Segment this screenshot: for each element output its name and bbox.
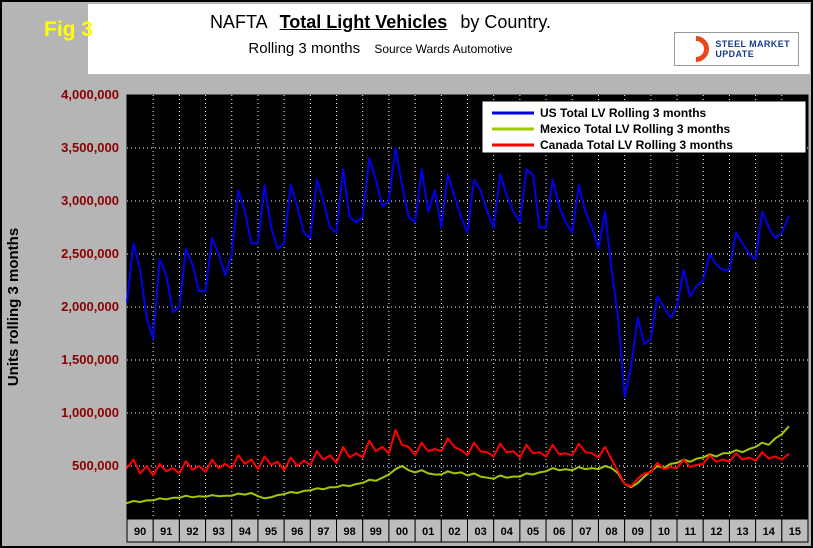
mexico-series-line <box>126 425 790 505</box>
legend <box>481 100 807 154</box>
x-tick-label: 95 <box>265 526 277 538</box>
x-tick-label: 13 <box>736 526 748 538</box>
x-tick-label: 05 <box>527 526 539 538</box>
x-tick-label: 91 <box>160 526 172 538</box>
x-tick-label: 11 <box>684 526 696 538</box>
legend-label: Canada Total LV Rolling 3 months <box>540 138 733 152</box>
canada-series-line <box>126 429 790 488</box>
smu-logo-icon <box>677 30 715 68</box>
smu-logo-text: STEEL MARKET UPDATE <box>715 39 790 60</box>
legend-label: Mexico Total LV Rolling 3 months <box>540 122 731 136</box>
title-main: Total Light Vehicles <box>279 12 448 32</box>
smu-logo-line2: UPDATE <box>715 49 755 59</box>
x-tick-label: 07 <box>579 526 591 538</box>
x-tick-label: 01 <box>422 526 434 538</box>
us-series-line <box>126 147 790 399</box>
x-tick-label: 04 <box>501 526 514 538</box>
x-tick-label: 92 <box>186 526 198 538</box>
title-prefix: NAFTA <box>209 12 267 32</box>
smu-logo: STEEL MARKET UPDATE <box>674 30 799 68</box>
subtitle-text: Rolling 3 months <box>248 40 361 57</box>
x-tick-label: 96 <box>291 526 303 538</box>
x-tick-label: 06 <box>553 526 565 538</box>
x-tick-label: 98 <box>344 526 356 538</box>
x-tick-label: 02 <box>448 526 460 538</box>
source-label: Source Wards Automotive <box>374 42 513 56</box>
x-tick-label: 90 <box>134 526 146 538</box>
y-tick-label: 3,500,000 <box>61 140 119 155</box>
x-tick-label: 00 <box>396 526 408 538</box>
y-tick-label: 2,000,000 <box>61 299 119 314</box>
y-tick-label: 1,500,000 <box>61 352 119 367</box>
x-tick-label: 12 <box>710 526 722 538</box>
figure-label: Fig 3 <box>44 18 94 41</box>
legend-label: US Total LV Rolling 3 months <box>540 106 707 120</box>
y-tick-label: 1,000,000 <box>61 405 119 420</box>
chart-titles: NAFTA Total Light Vehicles by Country. R… <box>88 12 673 57</box>
x-tick-label: 08 <box>605 526 617 538</box>
x-tick-label: 97 <box>317 526 329 538</box>
chart-subtitle: Rolling 3 months Source Wards Automotive <box>88 40 673 57</box>
x-tick-label: 14 <box>763 526 776 538</box>
y-tick-label: 500,000 <box>72 458 119 473</box>
smu-logo-line1: STEEL MARKET <box>715 38 790 49</box>
y-tick-label: 2,500,000 <box>61 246 119 261</box>
x-tick-label: 03 <box>474 526 486 538</box>
chart-title: NAFTA Total Light Vehicles by Country. <box>88 12 673 33</box>
y-tick-label: 4,000,000 <box>61 87 119 102</box>
x-tick-label: 99 <box>370 526 382 538</box>
title-suffix: by Country. <box>460 12 552 32</box>
x-tick-label: 09 <box>632 526 644 538</box>
line-chart: 500,000 1,000,000 1,500,000 2,000,000 2,500,… <box>5 87 809 543</box>
y-tick-label: 3,000,000 <box>61 193 119 208</box>
x-tick-label: 94 <box>239 526 252 538</box>
x-tick-label: 15 <box>789 526 801 538</box>
x-tick-label: 10 <box>658 526 670 538</box>
x-tick-label: 93 <box>213 526 225 538</box>
x-tick-cell <box>781 518 809 543</box>
y-axis-title: Units rolling 3 months <box>5 228 22 386</box>
